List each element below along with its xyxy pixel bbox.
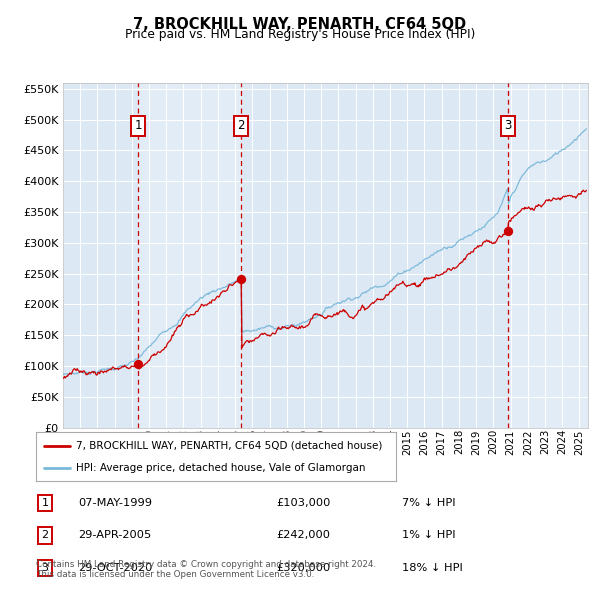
Bar bbox=[138, 83, 241, 428]
Text: HPI: Average price, detached house, Vale of Glamorgan: HPI: Average price, detached house, Vale… bbox=[76, 463, 365, 473]
Text: £242,000: £242,000 bbox=[276, 530, 330, 540]
Text: 1% ↓ HPI: 1% ↓ HPI bbox=[402, 530, 455, 540]
Point bbox=[503, 226, 512, 235]
Text: 07-MAY-1999: 07-MAY-1999 bbox=[78, 498, 152, 508]
Text: 1: 1 bbox=[41, 498, 49, 508]
Text: 1: 1 bbox=[134, 119, 142, 132]
Text: 7, BROCKHILL WAY, PENARTH, CF64 5QD: 7, BROCKHILL WAY, PENARTH, CF64 5QD bbox=[133, 17, 467, 31]
Text: £320,000: £320,000 bbox=[276, 563, 330, 573]
Point bbox=[133, 359, 143, 369]
Text: 3: 3 bbox=[504, 119, 511, 132]
Text: 7% ↓ HPI: 7% ↓ HPI bbox=[402, 498, 455, 508]
Text: 2: 2 bbox=[41, 530, 49, 540]
Text: 7, BROCKHILL WAY, PENARTH, CF64 5QD (detached house): 7, BROCKHILL WAY, PENARTH, CF64 5QD (det… bbox=[76, 441, 382, 451]
Text: £103,000: £103,000 bbox=[276, 498, 331, 508]
Text: Contains HM Land Registry data © Crown copyright and database right 2024.
This d: Contains HM Land Registry data © Crown c… bbox=[36, 560, 376, 579]
Text: 18% ↓ HPI: 18% ↓ HPI bbox=[402, 563, 463, 573]
Text: 29-OCT-2020: 29-OCT-2020 bbox=[78, 563, 152, 573]
Text: 3: 3 bbox=[41, 563, 49, 573]
Text: 2: 2 bbox=[237, 119, 245, 132]
Point bbox=[236, 274, 245, 283]
Text: Price paid vs. HM Land Registry's House Price Index (HPI): Price paid vs. HM Land Registry's House … bbox=[125, 28, 475, 41]
Text: 29-APR-2005: 29-APR-2005 bbox=[78, 530, 151, 540]
Bar bbox=[508, 83, 588, 428]
